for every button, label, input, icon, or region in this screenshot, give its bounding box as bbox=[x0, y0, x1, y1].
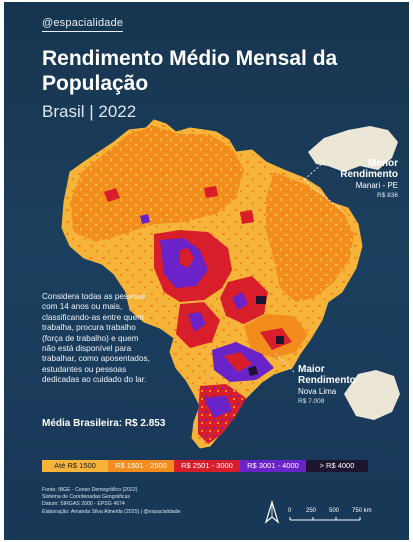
map-title: Rendimento Médio Mensal da População bbox=[42, 47, 338, 95]
max-income-title: Maior Rendimento bbox=[298, 364, 356, 386]
map-subtitle: Brasil | 2022 bbox=[42, 102, 137, 121]
legend-item-2: R$ 1501 - 2500 bbox=[108, 460, 174, 472]
min-income-title: Menor Rendimento bbox=[340, 158, 398, 180]
region-northeast bbox=[266, 172, 354, 302]
inset-minas-gerais bbox=[344, 370, 400, 420]
source-line: Sistema de Coordenadas Geográficas bbox=[42, 494, 130, 501]
scale-bar bbox=[289, 517, 361, 521]
min-income-callout: Menor Rendimento Manari - PE R$ 836 bbox=[316, 158, 398, 200]
source-line: Datum: SIRGAS 2000 - EPSG 4674 bbox=[42, 501, 125, 508]
legend-item-1: Até R$ 1500 bbox=[42, 460, 108, 472]
national-average: Média Brasileira: R$ 2.853 bbox=[42, 418, 166, 429]
north-arrow-icon bbox=[264, 500, 280, 524]
inset-pernambuco bbox=[308, 126, 398, 172]
source-line: Fonte: IBGE - Censo Demográfico (2022) bbox=[42, 487, 138, 493]
scale-tick: 250 bbox=[306, 508, 317, 514]
map-poster: @espacialidade Rendimento Médio Mensal d… bbox=[4, 2, 409, 540]
min-income-value: R$ 836 bbox=[377, 192, 398, 199]
region-north bbox=[70, 126, 244, 242]
legend: Até R$ 1500 R$ 1501 - 2500 R$ 2501 - 300… bbox=[42, 460, 368, 472]
brazil-map bbox=[61, 119, 400, 449]
legend-item-3: R$ 2501 - 3000 bbox=[174, 460, 240, 472]
scale-and-north: 0 250 500 750 km bbox=[264, 500, 372, 524]
max-income-value: R$ 7.009 bbox=[298, 398, 325, 405]
methodology-note: Considera todas as pessoas com 14 anos o… bbox=[42, 292, 150, 385]
scale-tick: 500 bbox=[329, 508, 340, 514]
scale-tick: 750 km bbox=[352, 508, 372, 514]
legend-item-5: > R$ 4000 bbox=[306, 460, 368, 472]
author-handle: @espacialidade bbox=[42, 17, 124, 32]
min-income-place: Manari - PE bbox=[355, 181, 398, 190]
legend-item-4: R$ 3001 - 4000 bbox=[240, 460, 306, 472]
source-line: Elaboração: Amanda Silva Almeida (2025) … bbox=[42, 508, 181, 515]
sources: Fonte: IBGE - Censo Demográfico (2022) S… bbox=[42, 487, 180, 516]
max-income-callout: Maior Rendimento Nova Lima R$ 7.009 bbox=[298, 364, 378, 406]
max-income-place: Nova Lima bbox=[298, 387, 337, 396]
scale-tick: 0 bbox=[288, 508, 292, 514]
